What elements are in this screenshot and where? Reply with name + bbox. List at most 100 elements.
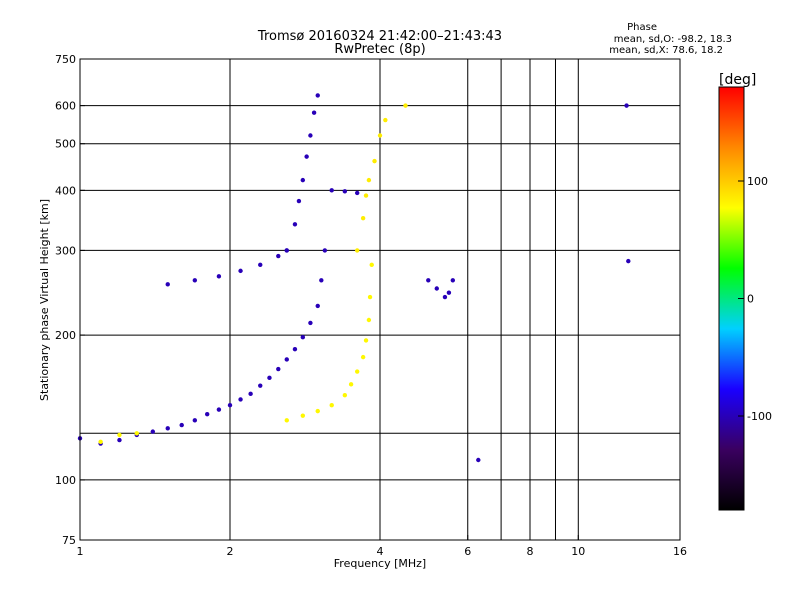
phase-o-stats: mean, sd,O: -98.2, 18.3: [614, 34, 732, 45]
echo-point: [369, 262, 374, 268]
y-axis-ticks: 75 100 200 300 400 500 600 750: [55, 53, 85, 547]
colorbar-ticks: -100 0 100: [738, 175, 772, 423]
echo-point: [322, 248, 328, 253]
y-tick-label: 200: [55, 329, 76, 342]
x-tick-label: 2: [227, 545, 234, 558]
echo-point: [267, 375, 272, 381]
echo-point: [354, 369, 360, 374]
phase-heading: Phase: [627, 22, 657, 33]
x-tick-label: 6: [464, 545, 471, 558]
chart-title: Tromsø 20160324 21:42:00–21:43:43: [257, 29, 502, 44]
echo-point: [300, 177, 306, 183]
echo-point: [342, 393, 348, 398]
echo-point: [292, 346, 298, 352]
echo-point: [363, 338, 369, 343]
echo-point: [383, 117, 388, 123]
echo-point: [258, 262, 263, 268]
echo-point: [192, 418, 198, 423]
colorbar-tick-label: 0: [747, 293, 754, 306]
echo-point: [204, 411, 210, 417]
y-tick-label: 75: [62, 534, 76, 547]
echo-point: [276, 366, 281, 372]
y-tick-label: 750: [55, 53, 76, 66]
echo-point: [284, 357, 289, 362]
echo-point: [360, 354, 366, 360]
echo-point: [216, 407, 222, 412]
echo-point: [315, 303, 320, 309]
y-tick-label: 300: [55, 244, 76, 257]
echo-point: [304, 154, 309, 159]
chart-subtitle: RwPretec (8p): [334, 42, 425, 57]
echo-point: [315, 408, 320, 414]
x-tick-label: 10: [571, 545, 585, 558]
echo-point: [238, 268, 243, 274]
echo-point: [450, 278, 456, 283]
echo-point: [134, 431, 139, 436]
x-tick-label: 16: [673, 545, 687, 558]
y-tick-label: 100: [55, 474, 76, 487]
colorbar-label: [deg]: [719, 72, 756, 88]
echo-point: [300, 335, 306, 340]
echo-point: [366, 177, 372, 183]
echo-point: [363, 193, 369, 198]
y-tick-label: 500: [55, 138, 76, 151]
x-axis-ticks: 1 2 4 6 8 10 16: [77, 535, 687, 558]
echo-point: [315, 93, 320, 98]
echo-point: [258, 383, 263, 388]
echo-point: [308, 320, 313, 326]
y-axis-label: Stationary phase Virtual Height [km]: [38, 199, 51, 401]
echo-point: [284, 418, 289, 423]
echo-point: [329, 402, 334, 408]
echo-point: [296, 198, 302, 204]
y-tick-label: 400: [55, 184, 76, 197]
echo-point: [624, 103, 629, 108]
echo-point: [372, 158, 377, 164]
echo-point: [442, 294, 448, 300]
echo-point: [98, 439, 103, 445]
x-tick-label: 1: [77, 545, 84, 558]
echo-point: [354, 190, 360, 196]
echo-point: [192, 278, 198, 283]
echo-point: [377, 133, 383, 138]
echo-point: [216, 274, 222, 279]
echo-point: [117, 432, 122, 438]
echo-point: [179, 422, 184, 428]
echo-point: [403, 103, 408, 108]
echo-point: [434, 286, 439, 291]
echo-point: [227, 402, 233, 408]
echo-point: [319, 278, 324, 283]
echo-point: [311, 110, 317, 115]
x-axis-label: Frequency [MHz]: [334, 557, 426, 570]
echo-point: [165, 426, 170, 431]
echo-point: [354, 248, 360, 253]
x-tick-label: 4: [377, 545, 384, 558]
echo-point: [446, 290, 452, 295]
echo-point: [342, 189, 348, 194]
echo-point: [238, 397, 243, 402]
echo-point: [366, 317, 372, 323]
echo-point: [300, 413, 306, 418]
echo-point: [276, 253, 281, 259]
y-tick-label: 600: [55, 100, 76, 113]
echo-point: [150, 429, 156, 434]
echo-point: [360, 216, 366, 221]
echo-point: [626, 258, 631, 264]
echo-point: [426, 278, 431, 283]
echo-point: [308, 133, 313, 138]
phase-x-stats: mean, sd,X: 78.6, 18.2: [609, 45, 723, 56]
echo-point: [292, 222, 298, 227]
grid-lines: [80, 59, 680, 540]
echo-point: [117, 437, 122, 443]
echo-points: [77, 93, 631, 463]
colorbar-tick-label: 100: [747, 175, 768, 188]
echo-point: [348, 382, 354, 387]
echo-point: [367, 294, 373, 300]
echo-point: [284, 248, 289, 253]
colorbar-tick-label: -100: [747, 410, 772, 423]
echo-point: [476, 457, 481, 463]
echo-point: [329, 188, 334, 193]
echo-point: [248, 391, 253, 397]
echo-point: [165, 282, 170, 287]
x-tick-label: 8: [527, 545, 534, 558]
